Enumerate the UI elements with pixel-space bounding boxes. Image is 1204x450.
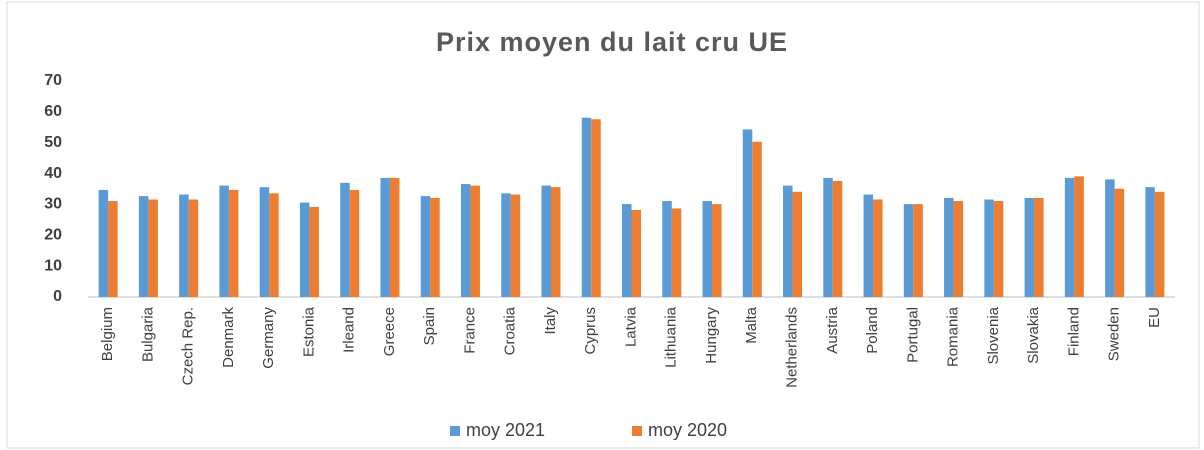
x-tick-label: Romania	[945, 306, 962, 367]
x-tick-label: Germany	[260, 307, 277, 369]
x-tick-label: Hungary	[703, 307, 720, 364]
bar	[742, 129, 753, 297]
x-tick-label: Finland	[1065, 307, 1082, 356]
legend-swatch	[450, 426, 460, 436]
bar	[631, 209, 641, 297]
y-tick-label: 0	[53, 288, 62, 305]
bar	[228, 189, 239, 297]
bar	[269, 193, 279, 297]
bar	[591, 119, 601, 298]
bar	[903, 204, 914, 297]
bar	[944, 197, 954, 297]
bar	[1074, 176, 1084, 297]
bar	[148, 199, 158, 297]
bar	[138, 196, 149, 297]
x-tick-label: Irleand	[341, 307, 358, 353]
bar	[1064, 177, 1075, 297]
bar	[299, 202, 310, 297]
bar	[219, 185, 229, 297]
bar	[510, 194, 521, 297]
x-tick-label: Croatia	[502, 306, 519, 355]
bar	[541, 185, 551, 297]
bar	[309, 206, 319, 297]
x-tick-label: Netherlands	[784, 307, 801, 388]
bar	[662, 201, 672, 297]
bar	[1154, 191, 1165, 297]
bar	[702, 201, 713, 297]
bar	[460, 184, 471, 297]
x-tick-label: Italy	[542, 307, 559, 335]
bar	[823, 177, 833, 297]
y-tick-label: 40	[44, 165, 62, 182]
x-tick-label: Spain	[421, 307, 438, 345]
bar	[873, 199, 883, 297]
bar	[420, 196, 431, 297]
bar	[792, 191, 803, 297]
x-tick-label: Slovenia	[985, 306, 1002, 364]
bar	[470, 185, 480, 297]
y-tick-label: 60	[44, 103, 62, 120]
x-tick-label: Lithuania	[663, 306, 680, 368]
y-tick-label: 70	[44, 72, 62, 89]
bar	[1114, 188, 1125, 297]
bar	[550, 187, 561, 297]
bar	[863, 194, 874, 297]
x-tick-label: EU	[1146, 307, 1163, 328]
bar	[1024, 197, 1035, 297]
x-tick-label: France	[461, 307, 478, 354]
y-tick-label: 10	[44, 257, 62, 274]
x-tick-label: Sweden	[1106, 307, 1123, 361]
y-tick-label: 50	[44, 134, 62, 151]
bar	[671, 208, 682, 297]
bar	[622, 204, 632, 297]
x-tick-label: Estonia	[300, 306, 317, 357]
bar	[752, 141, 762, 297]
bar	[993, 201, 1004, 297]
x-tick-label: Denmark	[220, 307, 237, 368]
bar	[259, 187, 270, 297]
x-tick-label: Portugal	[904, 307, 921, 363]
x-tick-label: Greece	[381, 307, 398, 356]
x-tick-label: Poland	[864, 307, 881, 354]
x-tick-label: Czech Rep.	[180, 307, 197, 385]
bar	[984, 199, 994, 297]
x-tick-label: Austria	[824, 306, 841, 353]
legend-swatch	[632, 426, 642, 436]
bar	[712, 204, 722, 297]
bar	[501, 193, 511, 297]
y-tick-label: 20	[44, 227, 62, 244]
x-tick-label: Slovakia	[1025, 306, 1042, 363]
x-tick-label: Malta	[743, 306, 760, 343]
y-tick-label: 30	[44, 196, 62, 213]
bar	[349, 189, 360, 297]
bar	[188, 199, 199, 297]
bar	[380, 177, 390, 297]
x-tick-label: Cyprus	[582, 307, 599, 355]
bar	[953, 201, 964, 297]
legend-label: moy 2020	[648, 420, 727, 440]
bar	[430, 197, 440, 297]
bar	[913, 204, 923, 297]
legend-label: moy 2021	[466, 420, 545, 440]
bar	[108, 201, 118, 297]
bar	[581, 117, 592, 297]
bar	[340, 182, 350, 297]
x-tick-label: Bulgaria	[139, 306, 156, 362]
x-tick-label: Latvia	[622, 306, 639, 347]
x-tick-label: Belgium	[99, 307, 116, 361]
chart-title: Prix moyen du lait cru UE	[436, 27, 788, 57]
bar	[98, 189, 109, 297]
bar	[1105, 179, 1115, 297]
bar	[389, 177, 400, 297]
bar	[1145, 187, 1155, 297]
bar	[832, 180, 843, 297]
bar	[1034, 197, 1044, 297]
bar	[783, 185, 793, 297]
bar	[179, 194, 189, 297]
